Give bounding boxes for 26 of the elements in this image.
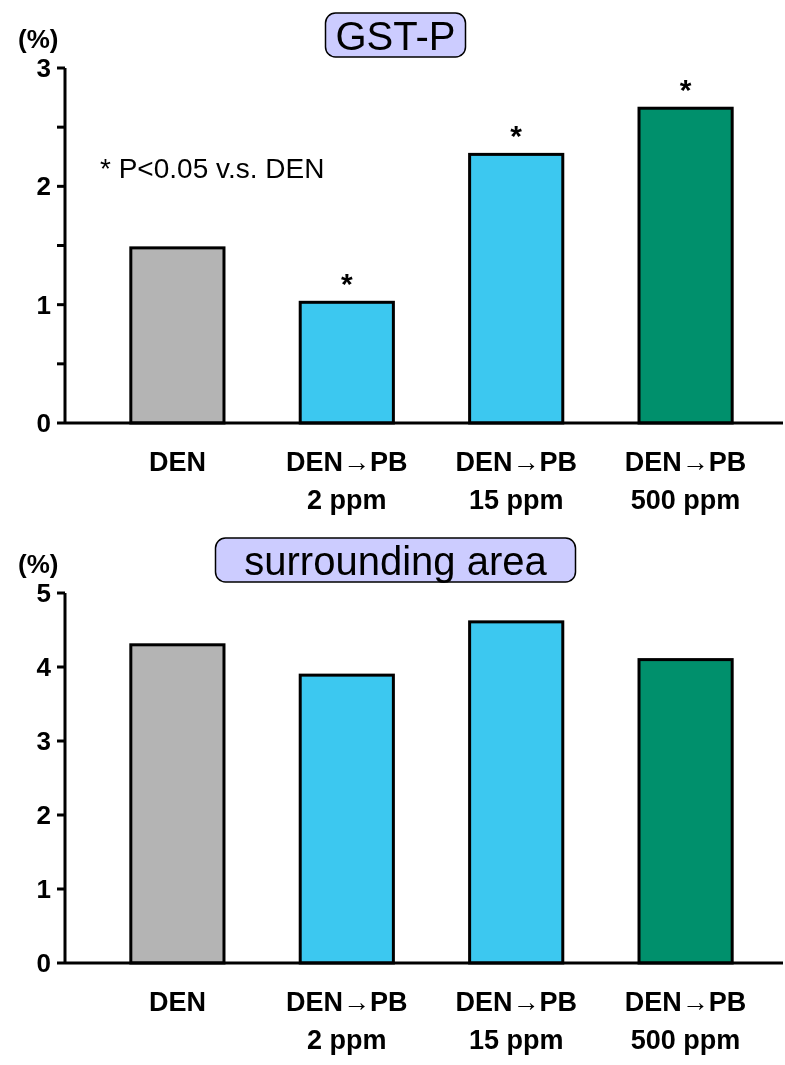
y-axis-title: (%) [18, 549, 59, 579]
x-tick-label: DEN→PB 15 ppm [455, 987, 577, 1055]
annotation: * P<0.05 v.s. DEN [100, 153, 325, 184]
y-axis-title: (%) [18, 24, 59, 54]
annotation: * [510, 119, 523, 153]
annotation: * [340, 267, 353, 301]
annotation: * [679, 73, 692, 107]
y-tick-label: 4 [36, 652, 52, 683]
y-tick-label: 5 [36, 578, 51, 609]
y-tick-label: 2 [36, 171, 51, 202]
y-tick-label: 0 [36, 948, 51, 979]
y-tick-label: 0 [36, 408, 51, 439]
x-tick-label: DEN [148, 987, 206, 1017]
x-tick-label: DEN→PB 500 ppm [624, 987, 747, 1055]
x-tick-label: DEN→PB 2 ppm [286, 987, 408, 1055]
chart-title: GST-P [335, 14, 456, 58]
y-tick-label: 1 [36, 289, 51, 320]
x-tick-label: DEN→PB 2 ppm [286, 447, 408, 515]
x-tick-label: DEN→PB 15 ppm [455, 447, 577, 515]
chart-title: surrounding area [244, 539, 548, 583]
y-tick-label: 3 [36, 726, 51, 757]
y-tick-label: 2 [36, 800, 51, 831]
x-tick-label: DEN [148, 447, 206, 477]
y-tick-label: 1 [36, 874, 51, 905]
x-tick-label: DEN→PB 500 ppm [624, 447, 747, 515]
y-tick-label: 3 [36, 53, 51, 84]
